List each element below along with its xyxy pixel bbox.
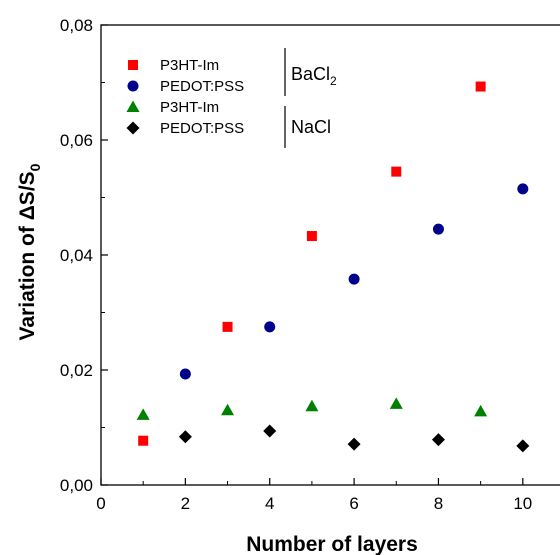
data-point-diamond: [516, 439, 530, 453]
data-point-triangle: [221, 403, 235, 416]
data-point-square: [222, 321, 233, 332]
data-point-circle: [432, 223, 444, 235]
y-tick-label: 0,04: [60, 246, 93, 265]
legend-label: P3HT-Im: [160, 99, 219, 116]
x-tick-label: 6: [349, 494, 358, 513]
legend-label: PEDOT:PSS: [160, 120, 244, 137]
legend-group-bacl2: BaCl2: [291, 64, 337, 88]
data-point-circle: [348, 273, 360, 285]
x-tick-label: 4: [265, 494, 274, 513]
data-point-diamond: [178, 430, 192, 444]
legend: P3HT-Im PEDOT:PSS P3HT-Im PEDOT:PSS BaCl2 N…: [126, 48, 337, 148]
x-tick-label: 0: [96, 494, 105, 513]
x-tick-label: 8: [434, 494, 443, 513]
data-point-triangle: [305, 399, 319, 412]
data-point-diamond: [347, 437, 361, 451]
legend-marker-triangle: [126, 100, 140, 112]
data-point-circle: [517, 183, 529, 195]
data-point-square: [138, 435, 149, 446]
x-tick-label: 2: [181, 494, 190, 513]
y-tick-label: 0,02: [60, 361, 93, 380]
data-point-circle: [264, 321, 276, 333]
data-point-square: [306, 231, 317, 242]
legend-marker-square: [128, 60, 138, 70]
data-point-square: [391, 166, 402, 177]
data-points: [136, 81, 530, 453]
legend-marker-circle: [127, 80, 139, 92]
data-point-triangle: [136, 408, 150, 420]
data-point-triangle: [474, 404, 488, 417]
y-tick-label: 0,08: [60, 16, 93, 35]
y-tick-label: 0,06: [60, 131, 93, 150]
y-axis-title: Variation of ΔS/S0: [16, 163, 43, 340]
legend-label: PEDOT:PSS: [160, 78, 244, 95]
legend-marker-diamond: [126, 121, 140, 135]
data-point-diamond: [431, 433, 445, 447]
data-point-diamond: [263, 424, 277, 438]
x-axis-title: Number of layers: [246, 533, 418, 555]
data-point-circle: [179, 368, 191, 380]
y-axis: 0,00 0,02 0,04 0,06 0,08: [60, 16, 108, 495]
data-point-square: [475, 81, 486, 92]
y-tick-label: 0,00: [60, 476, 93, 495]
x-tick-label: 10: [513, 494, 532, 513]
legend-group-nacl: NaCl: [291, 117, 331, 137]
x-axis: 0 2 4 6 8 10: [96, 478, 532, 513]
data-point-triangle: [389, 397, 403, 409]
legend-label: P3HT-Im: [160, 57, 219, 74]
